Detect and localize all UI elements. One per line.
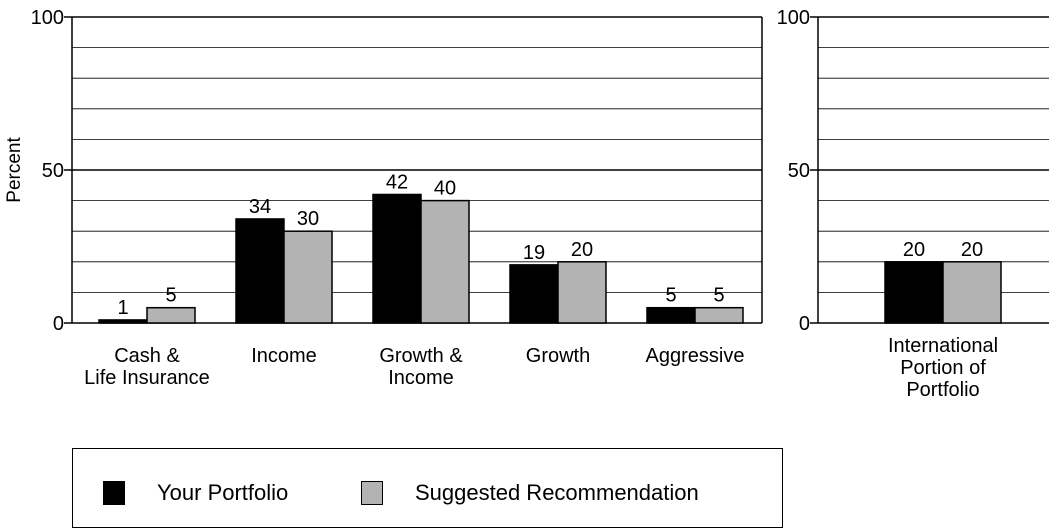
data-label: 20 xyxy=(571,239,593,261)
legend: Your Portfolio Suggested Recommendation xyxy=(72,448,783,528)
bar xyxy=(420,199,470,324)
data-label: 5 xyxy=(665,285,676,307)
chart-panel-1: 0 50 100 Percent 1 5 Cash & Life Insurance 34 30 I… xyxy=(4,7,763,389)
data-label: 40 xyxy=(434,178,456,200)
category-label: Aggressive xyxy=(646,345,745,367)
y-tick-label: 0 xyxy=(799,313,810,335)
bar xyxy=(646,306,696,324)
category-label-line: Growth xyxy=(526,345,590,367)
legend-swatch-suggested-recommendation xyxy=(361,481,383,505)
legend-label-your-portfolio: Your Portfolio xyxy=(157,480,289,505)
data-label: 19 xyxy=(523,242,545,264)
legend-swatch-your-portfolio xyxy=(103,481,125,505)
category-label-line: Income xyxy=(251,345,317,367)
category-label-line: Income xyxy=(388,367,454,389)
chart-panel-2: 0 50 100 20 20 International Portion of Portfol… xyxy=(777,7,1049,401)
bar xyxy=(509,264,559,324)
legend-label-suggested-recommendation: Suggested Recommendation xyxy=(415,480,699,505)
category-label: Growth xyxy=(526,345,590,367)
bar xyxy=(98,319,148,324)
data-label: 20 xyxy=(903,239,925,261)
y-tick-label: 50 xyxy=(788,160,810,182)
data-label: 1 xyxy=(117,297,128,319)
bar xyxy=(283,230,333,324)
data-label: 34 xyxy=(249,196,271,218)
data-label: 42 xyxy=(386,171,408,193)
bar xyxy=(694,306,744,324)
category-label-line: Aggressive xyxy=(646,345,745,367)
category-label-line: Life Insurance xyxy=(84,367,210,389)
category-label: Growth & Income xyxy=(379,345,463,389)
y-tick-label: 0 xyxy=(53,313,64,335)
bar xyxy=(372,193,422,324)
category-label: Cash & Life Insurance xyxy=(84,345,210,389)
category-label-line: Growth & xyxy=(379,345,463,367)
bar xyxy=(942,261,1002,324)
y-tick-label: 100 xyxy=(777,7,810,29)
category-label-line: Portion of xyxy=(900,357,986,379)
y-tick-label: 100 xyxy=(31,7,64,29)
category-label-line: Portfolio xyxy=(906,379,979,401)
y-tick-label: 50 xyxy=(42,160,64,182)
bar xyxy=(235,218,285,324)
bar xyxy=(557,261,607,324)
data-label: 30 xyxy=(297,208,319,230)
data-label: 5 xyxy=(165,285,176,307)
y-axis-title: Percent xyxy=(4,137,25,203)
bar xyxy=(146,306,196,324)
category-label-line: International xyxy=(888,335,998,357)
data-label: 20 xyxy=(961,239,983,261)
legend-item-suggested-recommendation: Suggested Recommendation xyxy=(361,480,699,505)
category-label: Income xyxy=(251,345,317,367)
bar xyxy=(884,261,944,324)
category-label: International Portion of Portfolio xyxy=(888,335,998,401)
legend-item-your-portfolio: Your Portfolio xyxy=(103,480,289,505)
category-label-line: Cash & xyxy=(114,345,180,367)
data-label: 5 xyxy=(713,285,724,307)
